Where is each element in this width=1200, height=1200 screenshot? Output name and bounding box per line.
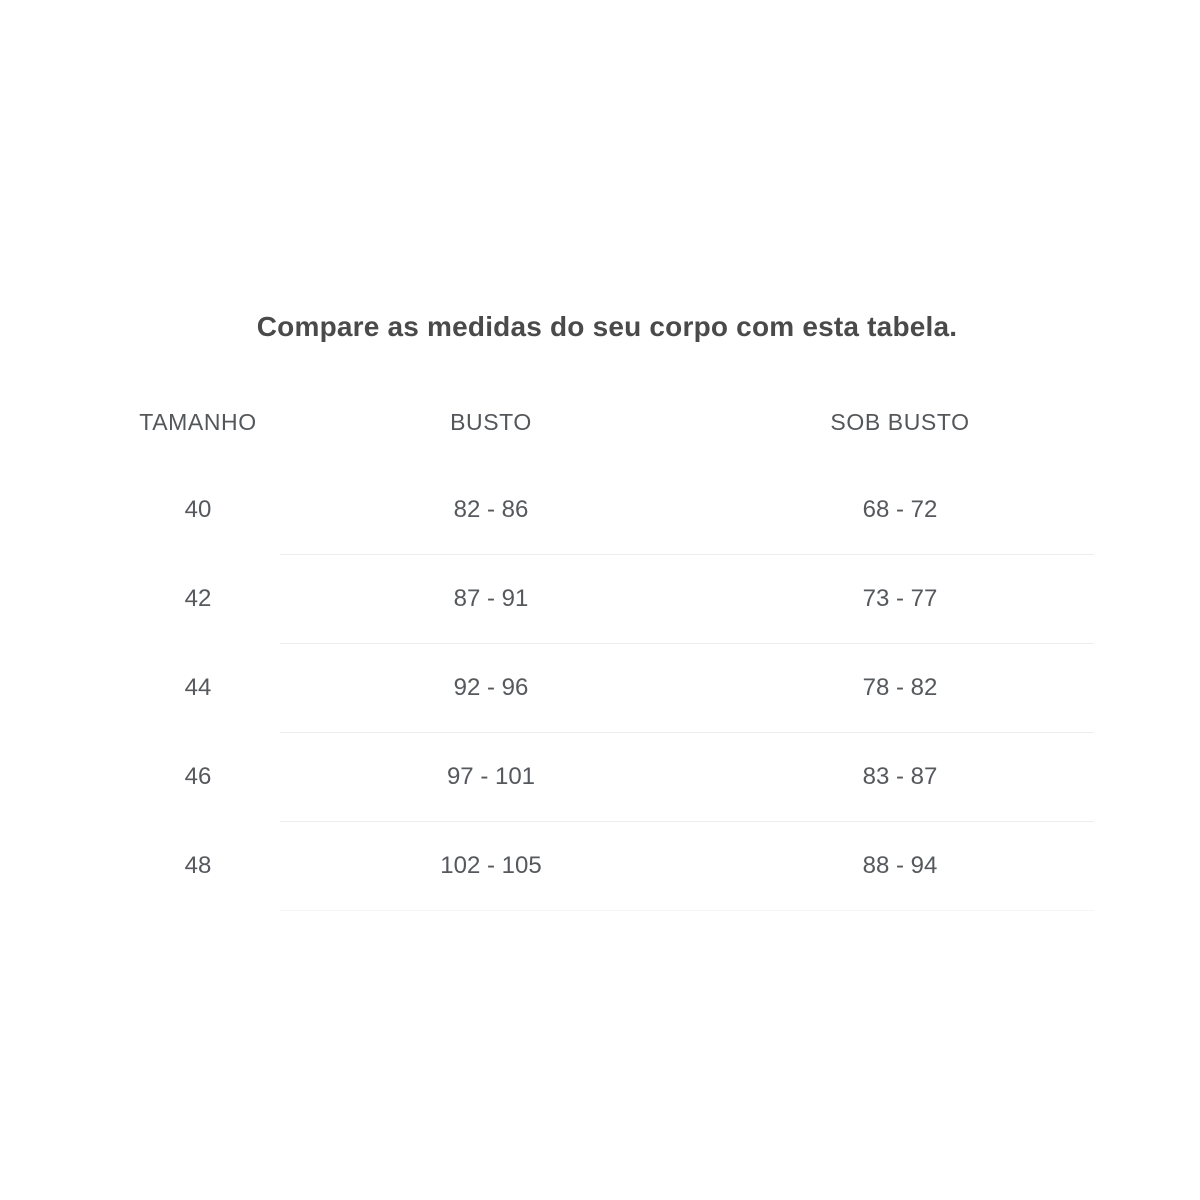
row-divider <box>280 821 1094 822</box>
table-row: 42 87 - 91 73 - 77 <box>100 555 1114 643</box>
cell-sob-busto: 68 - 72 <box>862 496 938 523</box>
page-title: Compare as medidas do seu corpo com esta… <box>256 311 958 342</box>
cell-busto: 82 - 86 <box>453 496 529 523</box>
cell-sob-busto: 73 - 77 <box>862 585 938 612</box>
table-row: 40 82 - 86 68 - 72 <box>100 466 1114 554</box>
cell-tamanho: 46 <box>184 763 212 790</box>
row-divider <box>280 732 1094 733</box>
cell-sob-busto: 88 - 94 <box>862 852 938 879</box>
cell-tamanho: 44 <box>184 674 212 701</box>
row-divider <box>280 554 1094 555</box>
cell-tamanho: 42 <box>184 585 212 612</box>
cell-tamanho: 48 <box>184 852 212 879</box>
cell-busto: 102 - 105 <box>440 852 542 879</box>
table-bottom-divider <box>280 910 1094 911</box>
cell-busto: 92 - 96 <box>453 674 529 701</box>
cell-sob-busto: 78 - 82 <box>862 674 938 701</box>
column-header-tamanho: TAMANHO <box>139 408 257 435</box>
cell-busto: 87 - 91 <box>453 585 529 612</box>
cell-sob-busto: 83 - 87 <box>862 763 938 790</box>
column-header-busto: BUSTO <box>450 408 532 435</box>
table-header-row: TAMANHO BUSTO SOB BUSTO <box>100 377 1114 466</box>
row-divider <box>280 643 1094 644</box>
cell-busto: 97 - 101 <box>446 763 536 790</box>
cell-tamanho: 40 <box>184 496 212 523</box>
column-header-sob-busto: SOB BUSTO <box>830 408 970 435</box>
table-row: 48 102 - 105 88 - 94 <box>100 822 1114 910</box>
table-row: 44 92 - 96 78 - 82 <box>100 644 1114 732</box>
table-row: 46 97 - 101 83 - 87 <box>100 733 1114 821</box>
size-table: TAMANHO BUSTO SOB BUSTO 40 82 - 86 68 - … <box>100 377 1114 911</box>
